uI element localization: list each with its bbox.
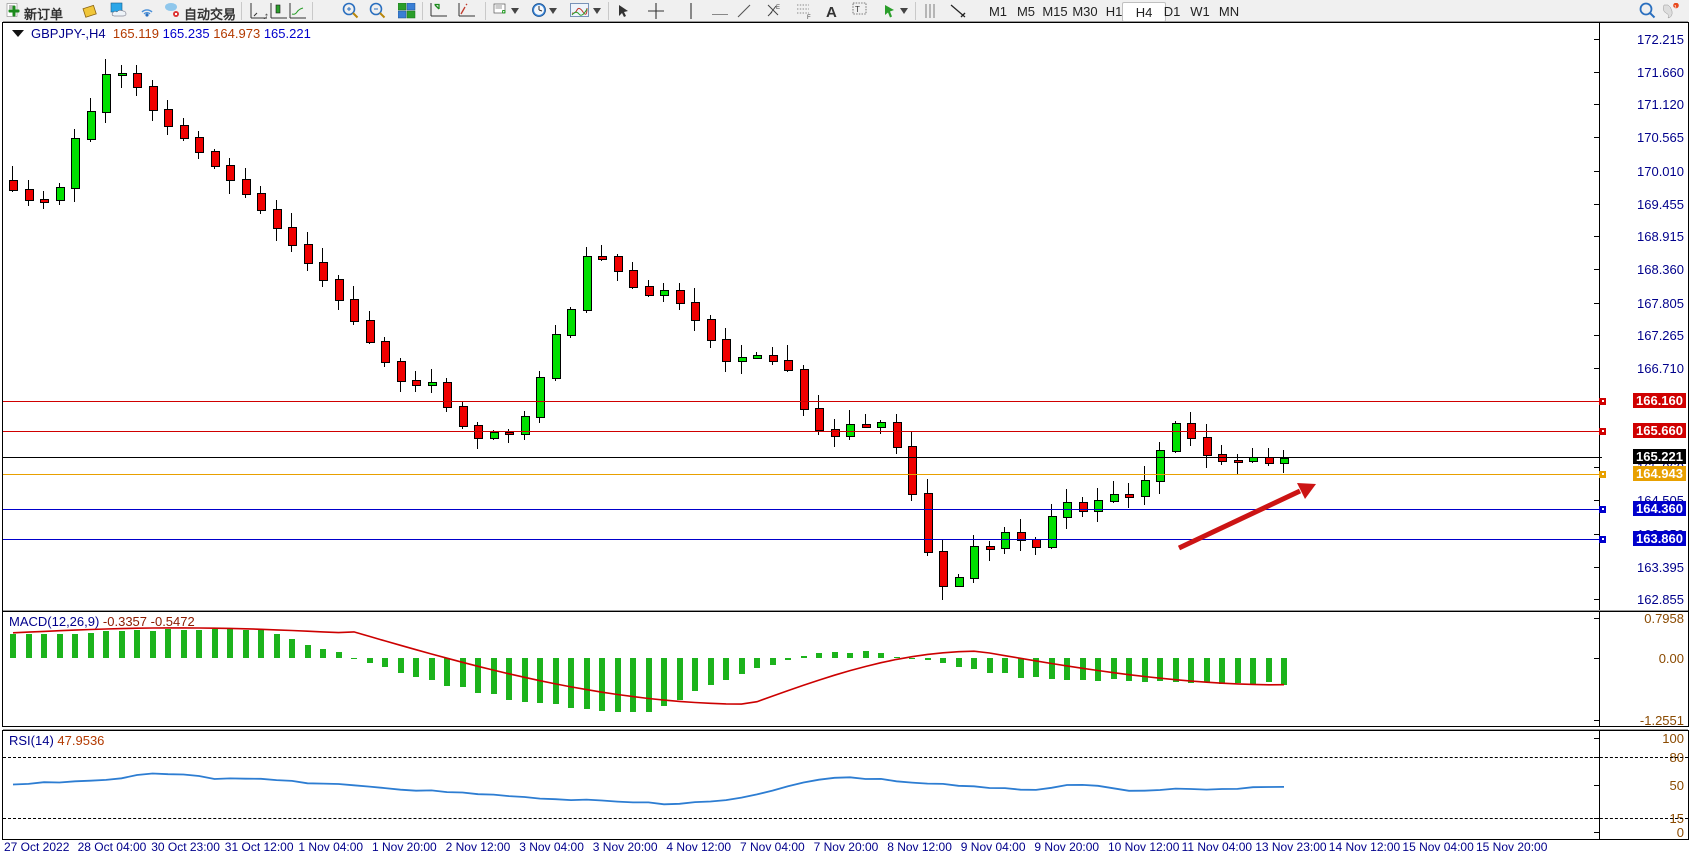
svg-text:F: F xyxy=(807,15,811,19)
svg-text:E: E xyxy=(776,5,780,11)
svg-text:⤴: ⤴ xyxy=(262,13,268,19)
svg-text:T: T xyxy=(855,5,860,14)
